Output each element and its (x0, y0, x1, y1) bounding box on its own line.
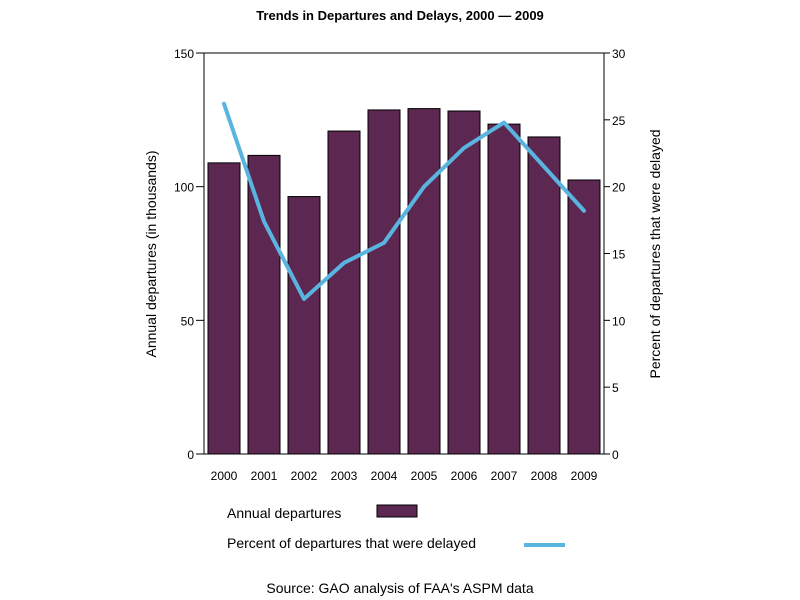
delayed-percent-line (222, 101, 586, 301)
x-tick-label: 2007 (491, 469, 518, 483)
bar-2007 (487, 123, 521, 455)
x-tick-label: 2006 (451, 469, 478, 483)
left-axis-ticks: 0 50 100 150 (174, 47, 204, 462)
legend-label-delayed: Percent of departures that were delayed (227, 535, 476, 551)
x-axis-tick-labels: 2000 2001 2002 2003 2004 2005 2006 2007 2008 2009 (211, 469, 598, 483)
chart-title: Trends in Departures and Delays, 2000 — … (256, 8, 544, 23)
right-tick-label: 0 (612, 448, 619, 462)
bar-2002 (287, 196, 321, 455)
left-tick-label: 0 (187, 448, 194, 462)
bar-series (207, 108, 601, 455)
legend-label-departures: Annual departures (227, 505, 341, 521)
right-tick-label: 20 (612, 181, 626, 195)
x-tick-label: 2001 (251, 469, 278, 483)
legend: Annual departures Percent of departures … (227, 504, 565, 551)
line-series (222, 101, 586, 301)
left-tick-label: 100 (174, 181, 194, 195)
right-tick-label: 10 (612, 314, 626, 328)
left-tick-label: 50 (181, 314, 195, 328)
left-tick-label: 150 (174, 47, 194, 61)
right-tick-label: 30 (612, 47, 626, 61)
bar-2006 (447, 110, 481, 455)
x-tick-label: 2003 (331, 469, 358, 483)
x-tick-label: 2008 (531, 469, 558, 483)
bar-2009 (567, 179, 601, 455)
bar-2000 (207, 162, 241, 455)
bar-2004 (367, 109, 401, 455)
x-tick-label: 2009 (571, 469, 598, 483)
right-tick-label: 15 (612, 248, 626, 262)
x-tick-label: 2004 (371, 469, 398, 483)
x-tick-label: 2000 (211, 469, 238, 483)
right-tick-label: 5 (612, 381, 619, 395)
bar-2003 (327, 130, 361, 455)
x-tick-label: 2002 (291, 469, 318, 483)
bar-2005 (407, 108, 441, 455)
x-tick-label: 2005 (411, 469, 438, 483)
right-tick-label: 25 (612, 114, 626, 128)
source-note: Source: GAO analysis of FAA's ASPM data (266, 580, 533, 596)
left-axis-label: Annual departures (in thousands) (143, 150, 159, 357)
right-axis-label: Percent of departures that were delayed (647, 129, 663, 378)
bar-2008 (527, 136, 561, 455)
right-axis-ticks: 0 5 10 15 20 25 30 (604, 47, 626, 462)
legend-swatch-departures (376, 504, 418, 518)
bar-2001 (247, 154, 281, 455)
